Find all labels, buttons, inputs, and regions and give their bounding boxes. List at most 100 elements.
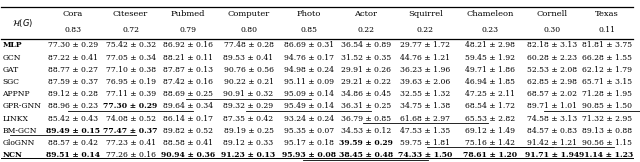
Text: Photo: Photo xyxy=(297,10,321,17)
Text: 52.53 ± 2.08: 52.53 ± 2.08 xyxy=(527,66,577,74)
Text: 86.69 ± 0.31: 86.69 ± 0.31 xyxy=(284,41,334,49)
Text: 75.16 ± 1.42: 75.16 ± 1.42 xyxy=(465,139,515,147)
Text: Chameleon: Chameleon xyxy=(467,10,514,17)
Text: 68.57 ± 2.02: 68.57 ± 2.02 xyxy=(527,90,577,98)
Text: 95.93 ± 0.08: 95.93 ± 0.08 xyxy=(282,151,336,159)
Text: 88.57 ± 0.42: 88.57 ± 0.42 xyxy=(48,139,98,147)
Text: Actor: Actor xyxy=(355,10,377,17)
Text: 89.12 ± 0.28: 89.12 ± 0.28 xyxy=(48,90,98,98)
Text: 29.77 ± 1.72: 29.77 ± 1.72 xyxy=(401,41,451,49)
Text: 74.08 ± 0.52: 74.08 ± 0.52 xyxy=(106,115,156,123)
Text: 39.63 ± 2.06: 39.63 ± 2.06 xyxy=(401,78,451,86)
Text: 81.81 ± 3.75: 81.81 ± 3.75 xyxy=(582,41,632,49)
Text: 82.18 ± 3.13: 82.18 ± 3.13 xyxy=(527,41,577,49)
Text: 61.68 ± 2.97: 61.68 ± 2.97 xyxy=(401,115,451,123)
Text: 29.21 ± 0.22: 29.21 ± 0.22 xyxy=(340,78,391,86)
Text: 95.17 ± 0.18: 95.17 ± 0.18 xyxy=(284,139,334,147)
Text: 62.12 ± 1.79: 62.12 ± 1.79 xyxy=(582,66,632,74)
Text: 29.91 ± 0.26: 29.91 ± 0.26 xyxy=(340,66,391,74)
Text: 0.85: 0.85 xyxy=(300,26,317,34)
Text: BM-GCN: BM-GCN xyxy=(3,127,37,135)
Text: MLP: MLP xyxy=(3,41,22,49)
Text: GCN: GCN xyxy=(3,54,21,62)
Text: NCN: NCN xyxy=(3,151,22,159)
Text: 59.75 ± 1.81: 59.75 ± 1.81 xyxy=(401,139,451,147)
Text: 36.31 ± 0.25: 36.31 ± 0.25 xyxy=(340,102,391,110)
Text: 77.47 ± 0.37: 77.47 ± 0.37 xyxy=(103,127,158,135)
Text: Cora: Cora xyxy=(63,10,83,17)
Text: GloGNN: GloGNN xyxy=(3,139,35,147)
Text: 86.14 ± 0.17: 86.14 ± 0.17 xyxy=(163,115,213,123)
Text: 48.21 ± 2.98: 48.21 ± 2.98 xyxy=(465,41,515,49)
Text: 0.80: 0.80 xyxy=(240,26,257,34)
Text: 77.30 ± 0.29: 77.30 ± 0.29 xyxy=(48,41,98,49)
Text: 86.92 ± 0.16: 86.92 ± 0.16 xyxy=(163,41,213,49)
Text: APPNP: APPNP xyxy=(3,90,30,98)
Text: 89.49 ± 0.15: 89.49 ± 0.15 xyxy=(46,127,100,135)
Text: 0.23: 0.23 xyxy=(481,26,499,34)
Text: 0.22: 0.22 xyxy=(357,26,374,34)
Text: 0.22: 0.22 xyxy=(417,26,434,34)
Text: 77.10 ± 0.38: 77.10 ± 0.38 xyxy=(106,66,156,74)
Text: 62.85 ± 2.98: 62.85 ± 2.98 xyxy=(527,78,577,86)
Text: 77.23 ± 0.41: 77.23 ± 0.41 xyxy=(106,139,156,147)
Text: 34.86 ± 0.45: 34.86 ± 0.45 xyxy=(340,90,391,98)
Text: 95.49 ± 0.14: 95.49 ± 0.14 xyxy=(284,102,334,110)
Text: 95.35 ± 0.07: 95.35 ± 0.07 xyxy=(284,127,334,135)
Text: 31.52 ± 0.35: 31.52 ± 0.35 xyxy=(340,54,391,62)
Text: 59.45 ± 1.92: 59.45 ± 1.92 xyxy=(465,54,515,62)
Text: Texas: Texas xyxy=(595,10,618,17)
Text: 90.56 ± 1.15: 90.56 ± 1.15 xyxy=(582,139,632,147)
Text: 91.42 ± 1.21: 91.42 ± 1.21 xyxy=(527,139,577,147)
Text: 0.79: 0.79 xyxy=(180,26,196,34)
Text: 36.79 ± 0.85: 36.79 ± 0.85 xyxy=(340,115,391,123)
Text: SGC: SGC xyxy=(3,78,19,86)
Text: 47.25 ± 2.11: 47.25 ± 2.11 xyxy=(465,90,515,98)
Text: 90.76 ± 0.56: 90.76 ± 0.56 xyxy=(223,66,273,74)
Text: 91.14 ± 1.23: 91.14 ± 1.23 xyxy=(579,151,634,159)
Text: 39.59 ± 0.29: 39.59 ± 0.29 xyxy=(339,139,393,147)
Text: 46.94 ± 1.85: 46.94 ± 1.85 xyxy=(465,78,515,86)
Text: Citeseer: Citeseer xyxy=(113,10,148,17)
Text: 95.11 ± 0.09: 95.11 ± 0.09 xyxy=(284,78,334,86)
Text: 0.11: 0.11 xyxy=(598,26,615,34)
Text: 88.96 ± 0.23: 88.96 ± 0.23 xyxy=(48,102,98,110)
Text: 36.23 ± 1.96: 36.23 ± 1.96 xyxy=(401,66,451,74)
Text: 95.09 ± 0.14: 95.09 ± 0.14 xyxy=(284,90,334,98)
Text: 89.19 ± 0.25: 89.19 ± 0.25 xyxy=(223,127,273,135)
Text: 65.53 ± 2.82: 65.53 ± 2.82 xyxy=(465,115,515,123)
Text: 44.76 ± 1.21: 44.76 ± 1.21 xyxy=(401,54,451,62)
Text: 65.71 ± 3.15: 65.71 ± 3.15 xyxy=(582,78,632,86)
Text: 89.82 ± 0.52: 89.82 ± 0.52 xyxy=(163,127,213,135)
Text: 90.94 ± 0.36: 90.94 ± 0.36 xyxy=(161,151,215,159)
Text: 69.12 ± 1.49: 69.12 ± 1.49 xyxy=(465,127,515,135)
Text: 76.95 ± 0.19: 76.95 ± 0.19 xyxy=(106,78,156,86)
Text: 94.76 ± 0.17: 94.76 ± 0.17 xyxy=(284,54,334,62)
Text: 77.11 ± 0.39: 77.11 ± 0.39 xyxy=(106,90,156,98)
Text: 89.13 ± 0.88: 89.13 ± 0.88 xyxy=(582,127,632,135)
Text: 89.32 ± 0.29: 89.32 ± 0.29 xyxy=(223,102,273,110)
Text: 77.48 ± 0.28: 77.48 ± 0.28 xyxy=(223,41,273,49)
Text: $\mathcal{H}(G)$: $\mathcal{H}(G)$ xyxy=(12,17,33,29)
Text: GAT: GAT xyxy=(3,66,19,74)
Text: 88.58 ± 0.41: 88.58 ± 0.41 xyxy=(163,139,213,147)
Text: 90.91 ± 0.32: 90.91 ± 0.32 xyxy=(223,90,273,98)
Text: 0.83: 0.83 xyxy=(65,26,81,34)
Text: 89.64 ± 0.34: 89.64 ± 0.34 xyxy=(163,102,213,110)
Text: 60.28 ± 2.23: 60.28 ± 2.23 xyxy=(527,54,577,62)
Text: 85.42 ± 0.43: 85.42 ± 0.43 xyxy=(48,115,98,123)
Text: 88.69 ± 0.25: 88.69 ± 0.25 xyxy=(163,90,213,98)
Text: LINKX: LINKX xyxy=(3,115,28,123)
Text: 91.71 ± 1.94: 91.71 ± 1.94 xyxy=(525,151,579,159)
Text: 87.59 ± 0.37: 87.59 ± 0.37 xyxy=(48,78,98,86)
Text: 89.51 ± 0.14: 89.51 ± 0.14 xyxy=(46,151,100,159)
Text: GPR-GNN: GPR-GNN xyxy=(3,102,42,110)
Text: 84.57 ± 0.83: 84.57 ± 0.83 xyxy=(527,127,577,135)
Text: 34.75 ± 1.38: 34.75 ± 1.38 xyxy=(401,102,451,110)
Text: 94.98 ± 0.24: 94.98 ± 0.24 xyxy=(284,66,334,74)
Text: 68.54 ± 1.72: 68.54 ± 1.72 xyxy=(465,102,515,110)
Text: 71.32 ± 2.95: 71.32 ± 2.95 xyxy=(582,115,632,123)
Text: 36.54 ± 0.89: 36.54 ± 0.89 xyxy=(340,41,391,49)
Text: 47.53 ± 1.35: 47.53 ± 1.35 xyxy=(401,127,451,135)
Text: 49.71 ± 1.86: 49.71 ± 1.86 xyxy=(465,66,515,74)
